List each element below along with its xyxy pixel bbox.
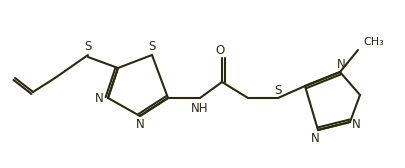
Text: N: N <box>337 57 345 71</box>
Text: S: S <box>148 40 156 53</box>
Text: N: N <box>95 92 103 104</box>
Text: O: O <box>215 44 225 56</box>
Text: S: S <box>274 83 282 96</box>
Text: N: N <box>311 132 320 144</box>
Text: N: N <box>352 117 360 131</box>
Text: N: N <box>136 117 144 131</box>
Text: S: S <box>84 40 92 53</box>
Text: CH₃: CH₃ <box>363 37 384 47</box>
Text: NH: NH <box>191 101 209 115</box>
